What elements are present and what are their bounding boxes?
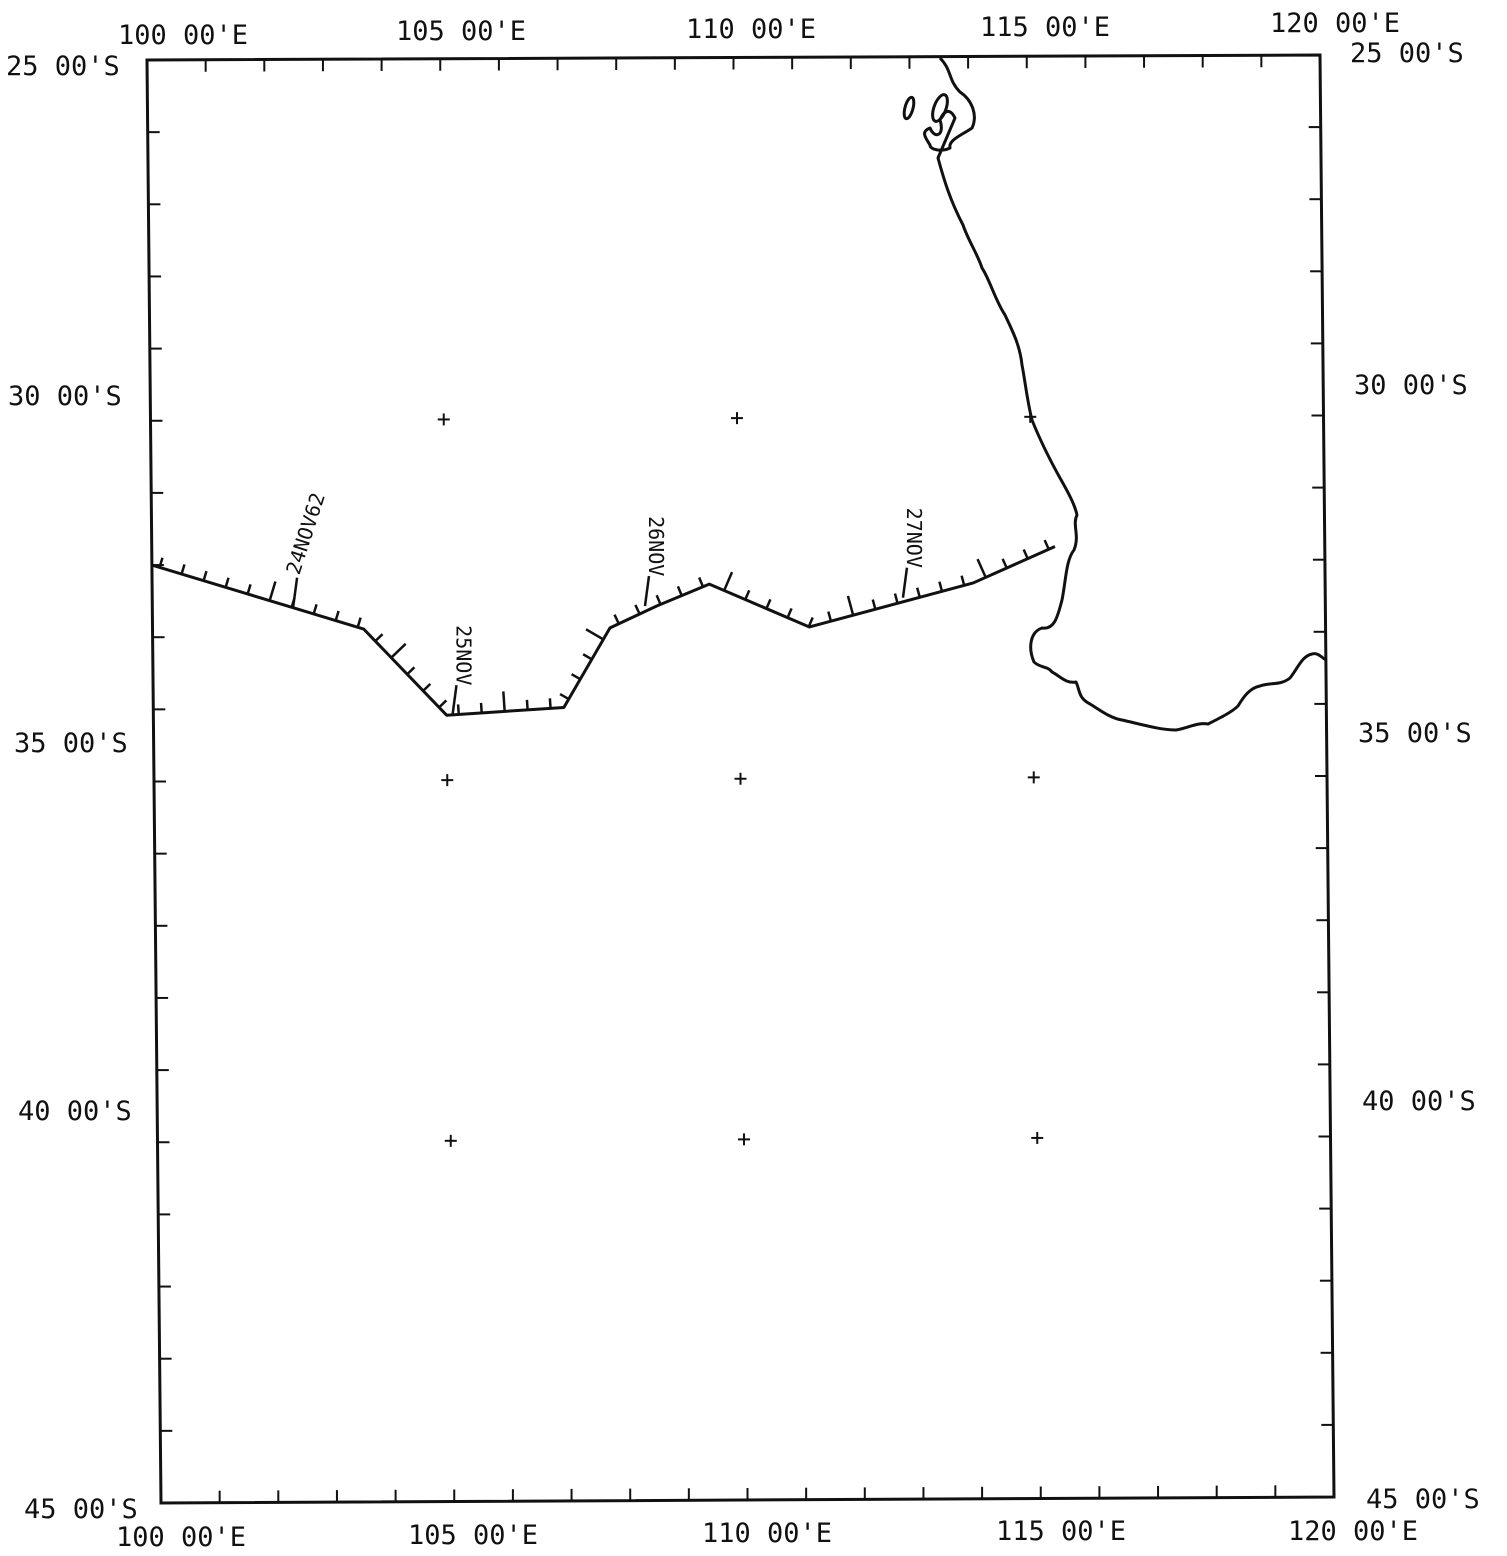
- track-hour-mark: [765, 598, 772, 610]
- frame-ticks: [147, 55, 1334, 1503]
- track-hour-mark: [613, 614, 620, 625]
- track-hour-mark: [502, 691, 506, 712]
- track-hour-mark: [246, 584, 252, 595]
- date-label: 24NOV62: [281, 490, 330, 578]
- track-hour-mark: [334, 610, 340, 621]
- track-hour-mark: [827, 611, 833, 622]
- top-lon-label-105: 105 00'E: [396, 16, 526, 47]
- track-hour-mark: [312, 603, 318, 615]
- island-small: [902, 95, 916, 121]
- track-hour-mark: [158, 557, 164, 568]
- track-date-labels: 24NOV62 25NOV 26NOV 27NOV: [281, 490, 926, 716]
- track-hour-mark: [559, 692, 570, 701]
- track-hour-mark: [479, 702, 483, 713]
- track-hour-mark: [960, 575, 966, 586]
- track-hour-mark: [456, 704, 461, 715]
- track-hour-mark: [582, 653, 593, 661]
- date-label-stem: [291, 577, 299, 608]
- track-hour-mark: [406, 666, 416, 676]
- track-hour-mark: [422, 682, 432, 692]
- right-lat-label-35: 35 00'S: [1358, 718, 1472, 749]
- track-hour-mark: [697, 577, 705, 588]
- date-label: 27NOV: [902, 508, 926, 568]
- track-hour-mark: [268, 581, 277, 601]
- track-hour-mark: [723, 571, 734, 592]
- track-hour-mark: [744, 589, 751, 601]
- track-hour-mark: [634, 604, 641, 615]
- right-lat-label-45: 45 00'S: [1366, 1484, 1480, 1515]
- left-lat-label-45: 45 00'S: [24, 1494, 138, 1525]
- right-lat-label-30: 30 00'S: [1354, 370, 1468, 401]
- track-hour-mark: [374, 633, 384, 643]
- track-hour-mark: [655, 594, 662, 605]
- track-hour-mark: [807, 616, 814, 628]
- grid-crosses: [437, 410, 1044, 1147]
- island-rottnest: [931, 93, 949, 123]
- track-hour-mark: [938, 581, 944, 592]
- track-hour-mark: [893, 593, 899, 604]
- bottom-lon-label-120: 120 00'E: [1288, 1516, 1418, 1547]
- track-hour-mark: [438, 699, 448, 709]
- track-hour-mark: [976, 558, 987, 578]
- bottom-lon-label-100: 100 00'E: [116, 1522, 246, 1553]
- track-hour-mark: [676, 585, 683, 597]
- coastline: [902, 56, 1327, 732]
- left-lat-label-35: 35 00'S: [14, 728, 128, 759]
- track-hour-mark: [1022, 549, 1029, 560]
- top-lon-label-110: 110 00'E: [686, 14, 816, 45]
- track-hour-mark: [871, 599, 877, 610]
- track-hour-mark: [548, 698, 552, 709]
- date-label-stem: [901, 567, 909, 598]
- track-hour-mark: [224, 577, 230, 588]
- left-lat-label-40: 40 00'S: [18, 1096, 132, 1127]
- track-hour-mark: [202, 570, 208, 582]
- date-label-stem: [643, 575, 651, 607]
- track-hour-marks: [158, 539, 1050, 715]
- track-hour-mark: [180, 564, 186, 575]
- track-hour-mark: [356, 617, 362, 628]
- bottom-lon-label-110: 110 00'E: [702, 1518, 832, 1549]
- left-lat-label-25: 25 00'S: [6, 51, 120, 82]
- bottom-lon-label-105: 105 00'E: [408, 1520, 538, 1551]
- date-label-stem: [451, 685, 458, 716]
- right-lat-label-25: 25 00'S: [1350, 38, 1464, 69]
- bottom-lon-label-115: 115 00'E: [996, 1516, 1126, 1547]
- track-hour-mark: [525, 699, 529, 710]
- track-hour-mark: [915, 587, 921, 598]
- top-lon-label-120: 120 00'E: [1270, 8, 1400, 39]
- track-hour-mark: [786, 607, 793, 619]
- track-hour-mark: [390, 642, 407, 659]
- track-hour-mark: [846, 595, 855, 616]
- track-hour-mark: [570, 673, 581, 681]
- track-hour-mark: [585, 628, 604, 641]
- ship-track: [151, 545, 1056, 717]
- track-hour-mark: [1043, 539, 1050, 550]
- map-frame: [145, 53, 1336, 1505]
- coastline-mainland: [923, 56, 1327, 732]
- left-lat-label-30: 30 00'S: [8, 381, 122, 412]
- top-lon-label-100: 100 00'E: [118, 20, 248, 51]
- right-lat-label-40: 40 00'S: [1362, 1086, 1476, 1117]
- track-hour-mark: [1001, 558, 1008, 569]
- top-lon-label-115: 115 00'E: [980, 12, 1110, 43]
- date-label: 26NOV: [644, 516, 668, 576]
- date-label: 25NOV: [451, 625, 475, 685]
